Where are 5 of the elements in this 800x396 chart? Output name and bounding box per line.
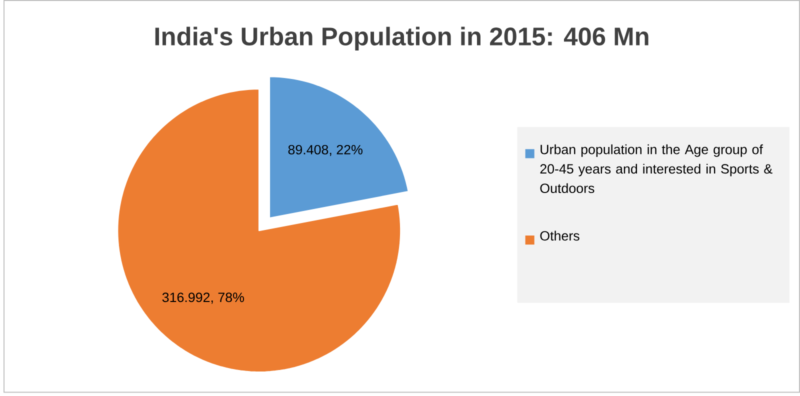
legend-label: Urban population in the Age group of 20-45 years and interested in Sports & Outdoors [540, 144, 772, 193]
chart-title: India's Urban Population in 2015: 406 Mn [155, 26, 648, 50]
data-label: 89.408, 22% [288, 144, 362, 156]
data-label: 316.992, 78% [162, 292, 244, 304]
legend-label: Others [540, 230, 580, 240]
